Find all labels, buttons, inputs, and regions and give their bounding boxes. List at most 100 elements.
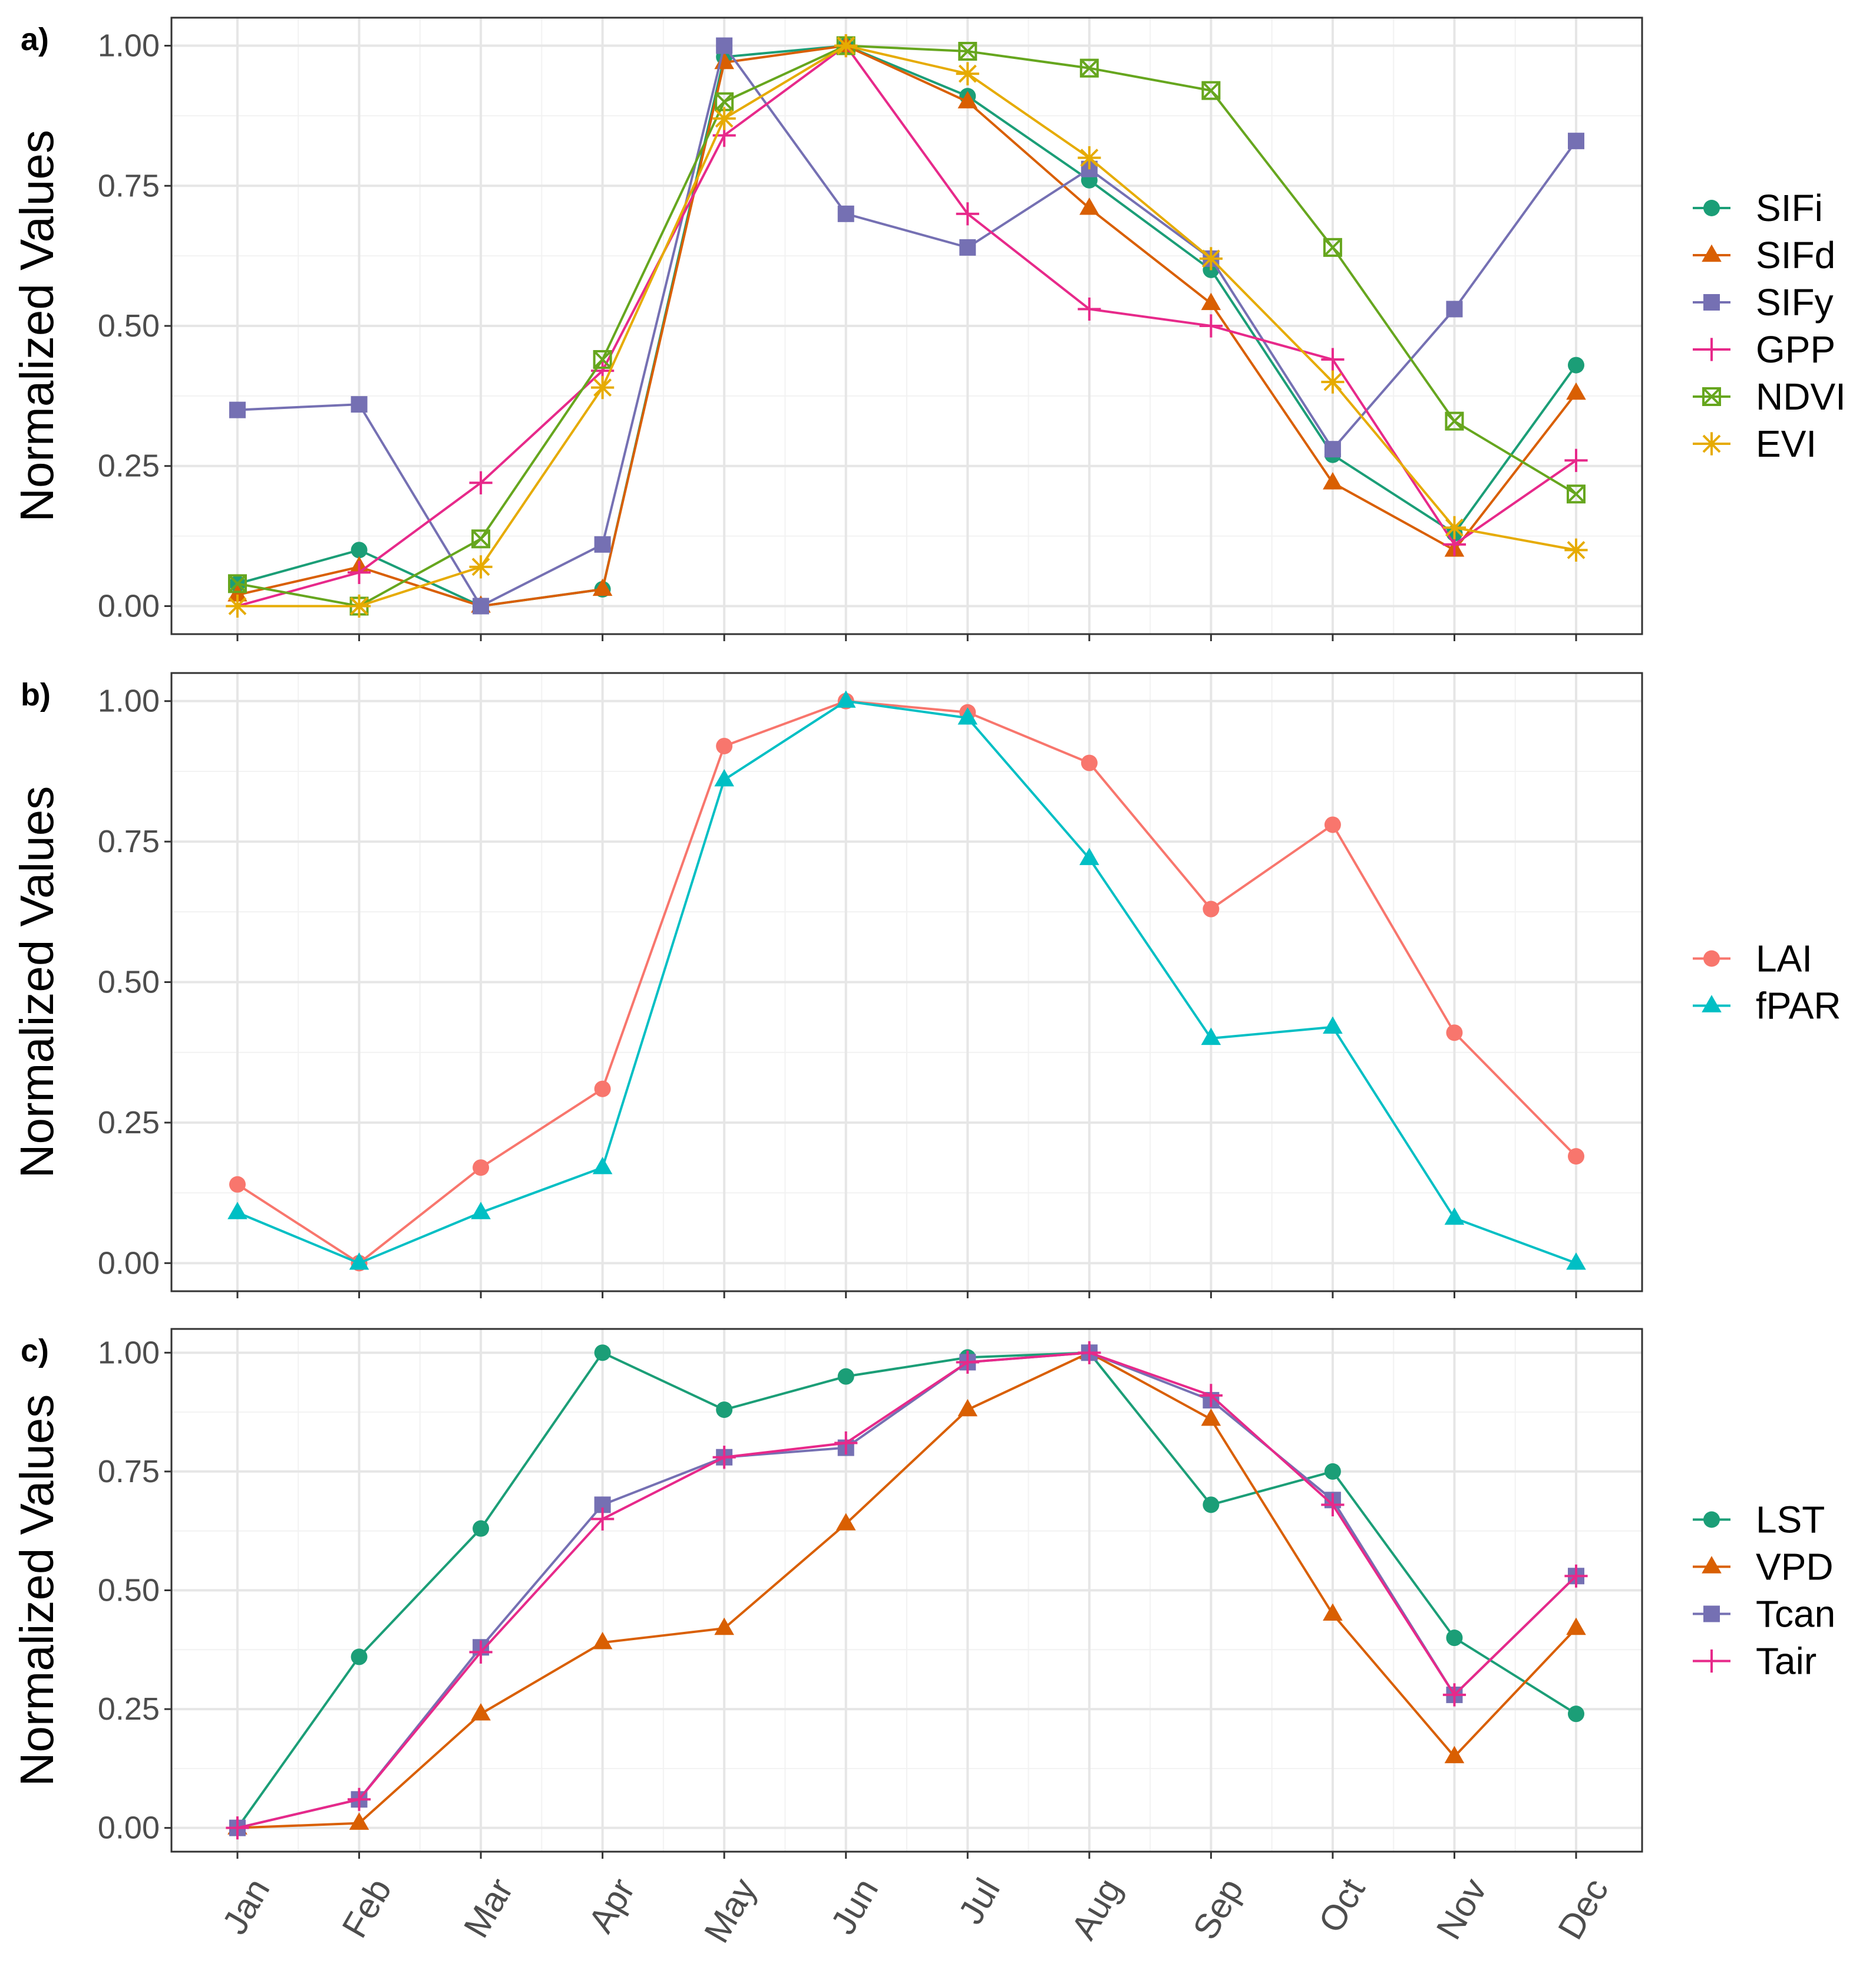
- data-point-marker: [834, 1431, 858, 1455]
- data-point-marker: [1323, 472, 1343, 490]
- data-point-marker: [1442, 1683, 1467, 1707]
- data-point-marker: [1079, 197, 1099, 215]
- legend: LST VPD Tcan Tair: [1693, 1499, 1835, 1683]
- data-point-marker: [226, 594, 249, 618]
- legend-label: LAI: [1756, 938, 1812, 980]
- data-point-marker: [956, 202, 979, 226]
- x-tick-label: Dec: [1550, 1872, 1616, 1946]
- data-point-marker: [228, 574, 247, 593]
- data-point-marker: [1199, 314, 1223, 338]
- series-Tair: [226, 1341, 1588, 1840]
- data-point-marker: [351, 396, 368, 413]
- data-point-marker: [716, 37, 733, 54]
- y-tick-label: 0.25: [98, 448, 160, 484]
- data-point-marker: [592, 1632, 613, 1650]
- data-point-marker: [1444, 1746, 1465, 1763]
- data-point-marker: [1079, 847, 1099, 865]
- data-point-marker: [473, 1520, 490, 1537]
- data-point-marker: [1445, 411, 1464, 431]
- data-point-marker: [1324, 816, 1341, 833]
- panel-label: b): [21, 677, 51, 712]
- legend-key-marker: [1703, 200, 1720, 216]
- data-point-marker: [1444, 1207, 1465, 1225]
- data-point-marker: [1567, 484, 1586, 504]
- data-point-marker: [958, 42, 977, 61]
- series-line-LAI: [236, 700, 1577, 1265]
- data-point-marker: [1446, 301, 1463, 318]
- data-point-marker: [471, 529, 491, 549]
- data-point-marker: [594, 1344, 611, 1361]
- y-axis-title: Normalized Values: [11, 786, 63, 1178]
- x-tick-label: Nov: [1429, 1872, 1494, 1946]
- legend-label: NDVI: [1756, 375, 1846, 418]
- panel-label: a): [21, 22, 49, 57]
- y-tick-label: 0.75: [98, 824, 160, 859]
- y-tick-label: 0.75: [98, 168, 160, 203]
- data-point-marker: [1446, 1629, 1463, 1647]
- data-point-marker: [1566, 1252, 1586, 1270]
- legend-label: VPD: [1756, 1546, 1834, 1588]
- data-point-marker: [471, 1703, 491, 1721]
- data-point-marker: [1568, 133, 1584, 150]
- data-point-marker: [347, 594, 371, 618]
- data-point-marker: [716, 737, 733, 754]
- y-tick-label: 0.50: [98, 965, 160, 1000]
- y-tick-label: 0.75: [98, 1454, 160, 1489]
- x-tick-label: Mar: [456, 1872, 521, 1944]
- x-tick-label: Jul: [951, 1872, 1008, 1931]
- data-point-marker: [1323, 237, 1342, 257]
- y-tick-label: 0.50: [98, 1573, 160, 1608]
- legend-key-marker: [1702, 387, 1721, 406]
- data-point-marker: [1201, 1027, 1221, 1045]
- y-axis-title: Normalized Values: [11, 130, 63, 522]
- legend-key-marker: [1700, 338, 1723, 361]
- data-point-marker: [1564, 448, 1588, 472]
- series-line-Tair: [237, 1351, 1577, 1829]
- legend-label: Tcan: [1756, 1593, 1835, 1635]
- data-point-marker: [1566, 1617, 1586, 1635]
- data-point-marker: [1323, 1016, 1343, 1034]
- data-point-marker: [347, 560, 371, 584]
- y-tick-label: 0.00: [98, 1245, 160, 1281]
- data-point-marker: [1566, 382, 1586, 400]
- data-point-marker: [469, 471, 493, 494]
- x-tick-label: May: [696, 1872, 764, 1949]
- data-point-marker: [712, 107, 736, 130]
- legend-label: SIFy: [1756, 281, 1834, 324]
- data-point-marker: [1081, 754, 1098, 771]
- data-point-marker: [712, 1446, 736, 1469]
- data-point-marker: [1201, 81, 1221, 100]
- data-point-marker: [1199, 247, 1223, 271]
- data-point-marker: [469, 555, 493, 579]
- y-tick-label: 1.00: [98, 684, 160, 719]
- legend-label: Tair: [1756, 1640, 1816, 1683]
- legend-label: fPAR: [1756, 985, 1841, 1027]
- data-point-marker: [1203, 900, 1220, 918]
- data-point-marker: [591, 376, 615, 400]
- series-line-LST: [236, 1351, 1577, 1829]
- data-point-marker: [957, 91, 978, 108]
- data-point-marker: [957, 1398, 978, 1417]
- data-point-marker: [229, 401, 246, 418]
- series-line-fPAR: [237, 700, 1577, 1265]
- data-point-marker: [1203, 1496, 1220, 1513]
- x-tick-label: Jun: [823, 1872, 886, 1941]
- series-line-SIFi: [237, 44, 1577, 608]
- data-point-marker: [594, 536, 611, 553]
- data-point-marker: [837, 1368, 854, 1385]
- series-GPP: [226, 34, 1588, 618]
- series-NDVI: [228, 36, 1586, 616]
- data-point-marker: [594, 1080, 611, 1097]
- x-tick-label: Jan: [214, 1872, 277, 1941]
- panel-a: 0.00 0.25 0.50 0.75 1.00 Normalized Values a) S…: [11, 17, 1846, 641]
- series-line-VPD: [237, 1351, 1577, 1829]
- panel-b: 0.00 0.25 0.50 0.75 1.00 Normalized Values b) L…: [11, 672, 1841, 1298]
- series-VPD: [227, 1342, 1586, 1835]
- data-point-marker: [1079, 58, 1099, 78]
- y-tick-label: 0.50: [98, 308, 160, 344]
- data-point-marker: [957, 707, 978, 725]
- legend-key-marker: [1703, 294, 1720, 311]
- data-point-marker: [1568, 1148, 1584, 1165]
- series-line-EVI: [237, 44, 1577, 608]
